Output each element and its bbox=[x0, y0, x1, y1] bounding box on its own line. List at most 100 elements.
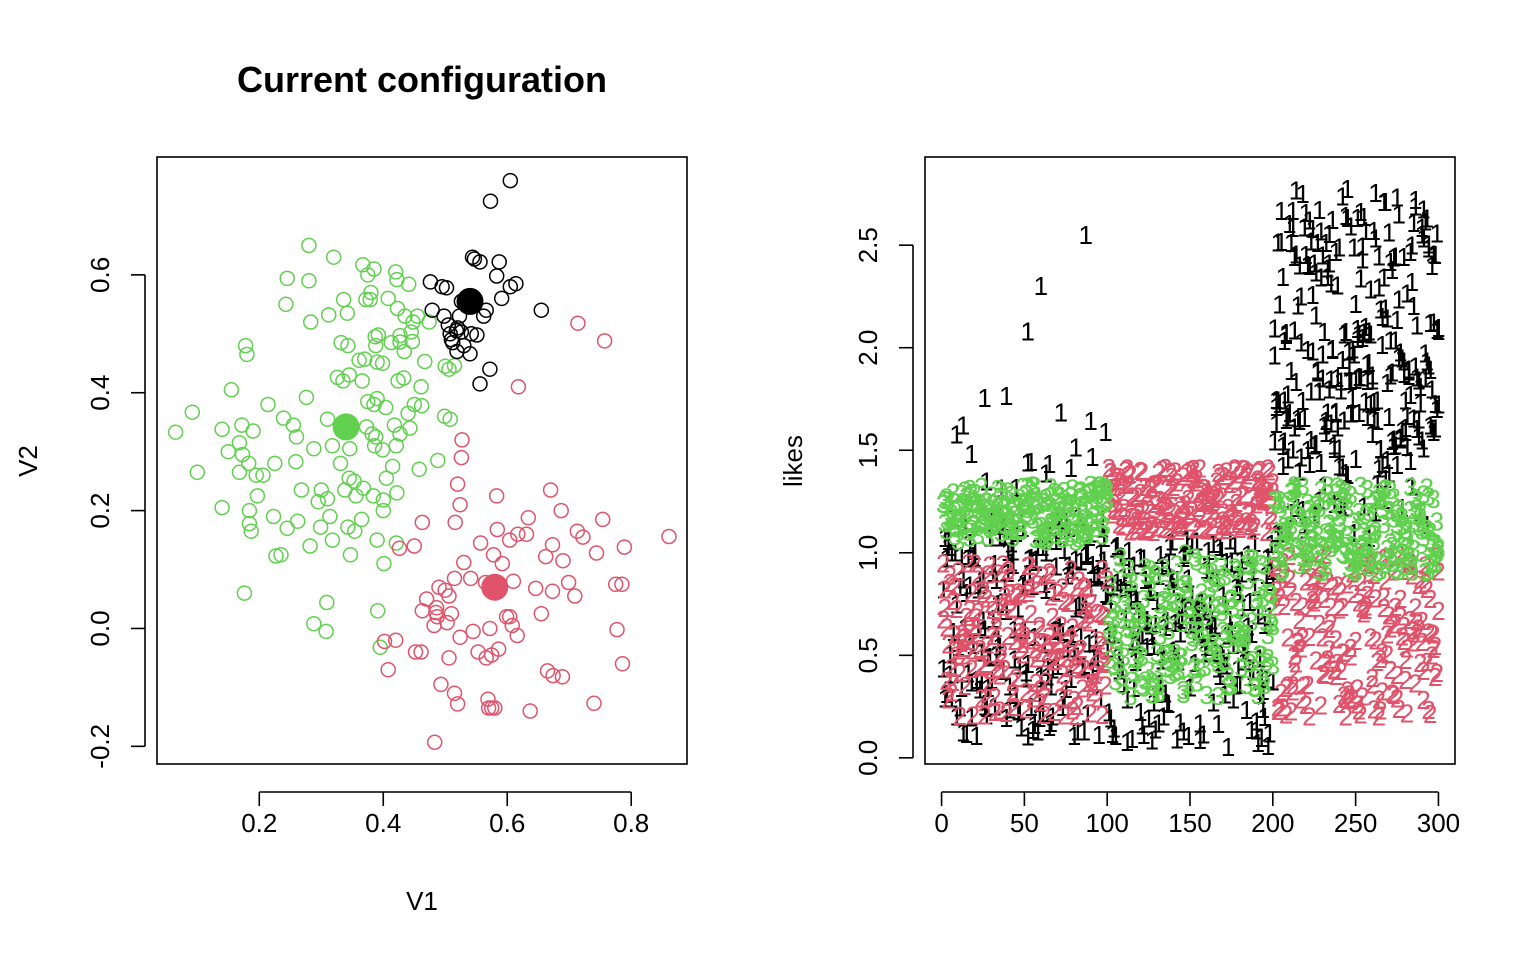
index-mark-cluster-2: 2 bbox=[1045, 647, 1059, 677]
scatter-point-cluster-2 bbox=[414, 603, 431, 619]
index-mark-cluster-2: 2 bbox=[1173, 495, 1187, 525]
index-mark-cluster-1: 1 bbox=[1383, 325, 1397, 355]
index-mark-cluster-2: 2 bbox=[1060, 588, 1074, 618]
scatter-point-cluster-3 bbox=[368, 429, 384, 445]
index-mark-cluster-1: 1 bbox=[1042, 712, 1056, 742]
index-mark-cluster-1: 1 bbox=[1179, 526, 1193, 556]
scatter-point-cluster-3 bbox=[387, 264, 404, 280]
index-mark-cluster-2: 2 bbox=[1209, 479, 1223, 509]
index-mark-cluster-1: 1 bbox=[1358, 312, 1372, 342]
index-mark-cluster-2: 2 bbox=[1151, 499, 1165, 529]
index-mark-cluster-1: 1 bbox=[1289, 239, 1303, 269]
index-mark-cluster-1: 1 bbox=[1413, 497, 1427, 527]
index-mark-cluster-1: 1 bbox=[1143, 577, 1157, 607]
index-mark-cluster-2: 2 bbox=[1188, 514, 1202, 544]
index-mark-cluster-1: 1 bbox=[1126, 673, 1140, 703]
index-mark-cluster-1: 1 bbox=[1097, 545, 1111, 575]
index-mark-cluster-2: 2 bbox=[936, 549, 950, 579]
index-mark-cluster-1: 1 bbox=[1183, 672, 1197, 702]
index-mark-cluster-1: 1 bbox=[1246, 556, 1260, 586]
index-mark-cluster-1: 1 bbox=[1055, 692, 1069, 722]
index-mark-cluster-1: 1 bbox=[1213, 532, 1227, 562]
scatter-point-cluster-3 bbox=[302, 314, 319, 330]
index-mark-cluster-1: 1 bbox=[1093, 683, 1107, 713]
index-mark-cluster-1: 1 bbox=[1400, 279, 1414, 309]
index-mark-cluster-1: 1 bbox=[1335, 345, 1349, 375]
index-mark-cluster-1: 1 bbox=[1373, 435, 1387, 465]
index-mark-cluster-2: 2 bbox=[1024, 599, 1038, 629]
right-y-axis: 0.0 0.5 1.0 1.5 2.0 2.5 bbox=[853, 227, 914, 776]
index-mark-cluster-2: 2 bbox=[979, 583, 993, 613]
index-mark-cluster-1: 1 bbox=[1269, 385, 1283, 415]
index-mark-cluster-1: 1 bbox=[994, 502, 1008, 532]
index-mark-cluster-2: 2 bbox=[976, 579, 990, 609]
index-mark-cluster-1: 1 bbox=[1272, 389, 1286, 419]
index-mark-cluster-2: 2 bbox=[1001, 621, 1015, 651]
scatter-point-cluster-2 bbox=[504, 617, 520, 634]
index-mark-cluster-1: 1 bbox=[1375, 449, 1389, 479]
centroid-cluster-2 bbox=[481, 573, 509, 601]
scatter-point-cluster-2 bbox=[380, 661, 396, 678]
index-mark-cluster-1: 1 bbox=[1262, 718, 1276, 748]
index-mark-cluster-2: 2 bbox=[1170, 468, 1184, 498]
index-mark-cluster-2: 2 bbox=[1211, 458, 1225, 488]
index-mark-cluster-1: 1 bbox=[1413, 388, 1427, 418]
index-mark-cluster-2: 2 bbox=[1019, 677, 1033, 707]
index-mark-cluster-1: 1 bbox=[1338, 201, 1352, 231]
index-mark-cluster-1: 1 bbox=[1052, 613, 1066, 643]
scatter-point-cluster-3 bbox=[378, 470, 395, 486]
index-mark-cluster-2: 2 bbox=[996, 549, 1010, 579]
index-mark-cluster-1: 1 bbox=[1386, 424, 1400, 454]
index-mark-cluster-1: 1 bbox=[1088, 623, 1102, 653]
index-mark-cluster-2: 2 bbox=[1117, 470, 1131, 500]
index-mark-cluster-1: 1 bbox=[1097, 523, 1111, 553]
scatter-point-cluster-1 bbox=[436, 308, 452, 324]
index-mark-cluster-2: 2 bbox=[1199, 516, 1213, 546]
index-mark-cluster-2: 2 bbox=[974, 651, 988, 681]
index-mark-cluster-1: 1 bbox=[1052, 505, 1066, 535]
index-mark-cluster-2: 2 bbox=[939, 613, 953, 643]
index-mark-cluster-1: 1 bbox=[1391, 342, 1405, 372]
index-mark-cluster-1: 1 bbox=[1413, 372, 1427, 402]
left-y-tick-label: 0.0 bbox=[85, 610, 115, 646]
index-mark-cluster-1: 1 bbox=[1310, 355, 1324, 385]
scatter-point-cluster-3 bbox=[376, 555, 392, 572]
index-mark-cluster-2: 2 bbox=[1092, 625, 1106, 655]
scatter-point-cluster-3 bbox=[319, 491, 336, 507]
index-mark-cluster-2: 2 bbox=[1112, 510, 1126, 540]
index-mark-cluster-2: 2 bbox=[1163, 457, 1177, 487]
index-mark-cluster-2: 2 bbox=[1199, 478, 1213, 508]
index-mark-cluster-2: 2 bbox=[1146, 517, 1160, 547]
index-mark-cluster-1: 1 bbox=[946, 503, 960, 533]
index-mark-cluster-1: 1 bbox=[1324, 365, 1338, 395]
scatter-point-cluster-3 bbox=[388, 535, 405, 551]
index-mark-cluster-2: 2 bbox=[1062, 588, 1076, 618]
index-mark-cluster-2: 2 bbox=[1184, 496, 1198, 526]
index-mark-cluster-1: 1 bbox=[1110, 531, 1124, 561]
index-mark-cluster-2: 2 bbox=[1204, 512, 1218, 542]
index-mark-cluster-2: 2 bbox=[1115, 502, 1129, 532]
index-mark-cluster-1: 1 bbox=[1300, 435, 1314, 465]
index-mark-cluster-1: 1 bbox=[986, 604, 1000, 634]
index-mark-cluster-2: 2 bbox=[987, 682, 1001, 712]
index-mark-cluster-1: 1 bbox=[1062, 513, 1076, 543]
scatter-point-cluster-3 bbox=[312, 519, 329, 535]
index-mark-cluster-2: 2 bbox=[1143, 473, 1157, 503]
index-mark-cluster-2: 2 bbox=[946, 586, 960, 616]
index-mark-cluster-2: 2 bbox=[1022, 551, 1036, 581]
index-mark-cluster-1: 1 bbox=[1340, 174, 1354, 204]
index-mark-cluster-1: 1 bbox=[1431, 316, 1445, 346]
index-mark-cluster-2: 2 bbox=[1118, 455, 1132, 485]
index-mark-cluster-1: 1 bbox=[1231, 564, 1245, 594]
index-mark-cluster-2: 2 bbox=[1201, 502, 1215, 532]
index-mark-cluster-1: 1 bbox=[1087, 563, 1101, 593]
index-mark-cluster-2: 2 bbox=[1102, 453, 1116, 483]
index-mark-cluster-1: 1 bbox=[1179, 524, 1193, 554]
index-mark-cluster-1: 1 bbox=[961, 544, 975, 574]
right-y-tick-label: 1.0 bbox=[853, 535, 883, 571]
scatter-point-cluster-2 bbox=[465, 623, 481, 640]
index-mark-cluster-1: 1 bbox=[1300, 335, 1314, 365]
index-mark-cluster-1: 1 bbox=[1390, 305, 1404, 335]
index-mark-cluster-2: 2 bbox=[1141, 514, 1155, 544]
index-mark-cluster-1: 1 bbox=[1398, 417, 1412, 447]
